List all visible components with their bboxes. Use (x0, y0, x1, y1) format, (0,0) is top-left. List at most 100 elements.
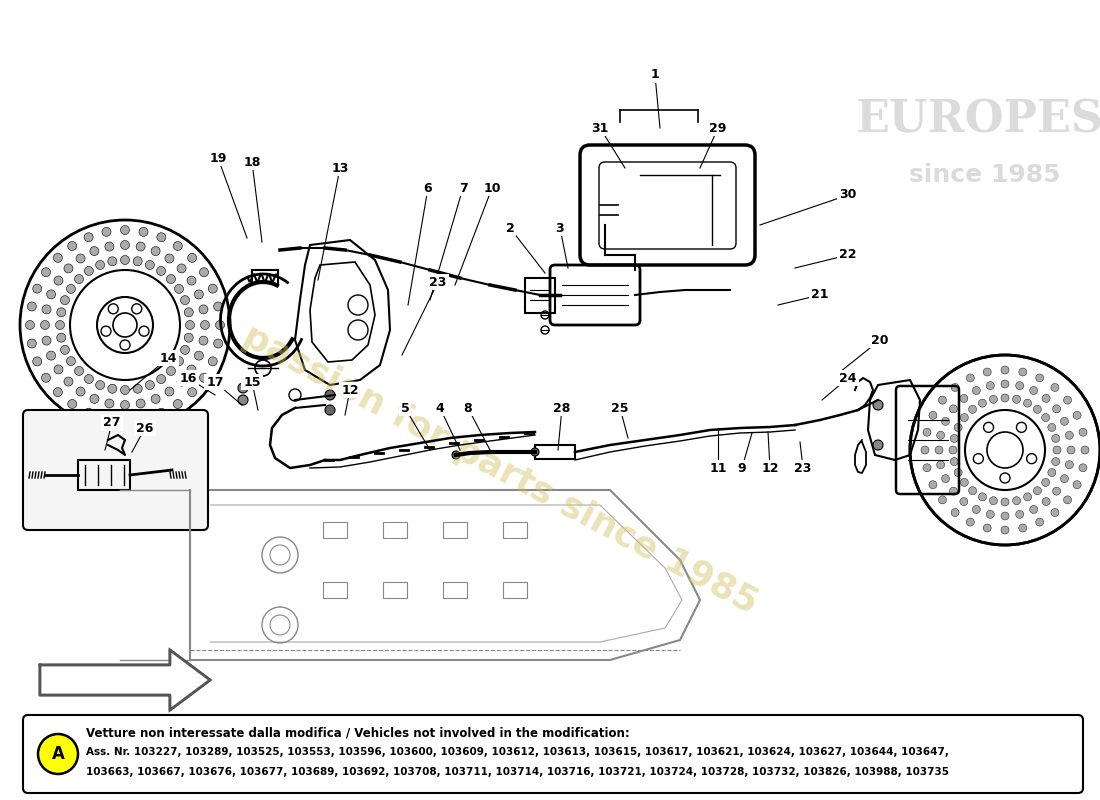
Circle shape (75, 366, 84, 375)
Circle shape (57, 333, 66, 342)
Circle shape (1001, 366, 1009, 374)
Circle shape (923, 428, 931, 436)
Circle shape (1042, 414, 1049, 422)
Circle shape (76, 254, 85, 263)
Circle shape (1064, 396, 1071, 404)
Circle shape (41, 321, 50, 330)
Circle shape (983, 524, 991, 532)
Circle shape (1024, 399, 1032, 407)
Circle shape (238, 395, 248, 405)
Circle shape (66, 357, 76, 366)
Circle shape (989, 395, 998, 403)
Circle shape (1024, 493, 1032, 501)
Bar (525, 278, 556, 313)
Circle shape (1048, 469, 1056, 477)
Circle shape (1042, 394, 1050, 402)
Text: 22: 22 (839, 249, 857, 262)
Text: 3: 3 (556, 222, 564, 234)
Circle shape (954, 423, 962, 431)
Text: 20: 20 (871, 334, 889, 346)
Text: 29: 29 (710, 122, 727, 134)
Circle shape (1036, 518, 1044, 526)
Circle shape (324, 390, 336, 400)
Circle shape (145, 381, 154, 390)
Circle shape (84, 408, 94, 418)
Circle shape (54, 365, 63, 374)
Circle shape (139, 227, 148, 236)
Bar (443, 522, 468, 538)
Circle shape (180, 296, 189, 305)
Circle shape (974, 454, 983, 464)
Circle shape (1052, 458, 1059, 466)
Circle shape (1048, 423, 1056, 431)
Circle shape (136, 242, 145, 251)
Circle shape (101, 326, 111, 336)
Circle shape (1050, 383, 1059, 391)
Circle shape (60, 346, 69, 354)
Circle shape (133, 384, 142, 394)
Circle shape (960, 478, 968, 486)
Circle shape (28, 339, 36, 348)
Circle shape (42, 374, 51, 382)
Circle shape (1060, 418, 1068, 426)
Circle shape (873, 400, 883, 410)
Circle shape (121, 226, 130, 234)
Circle shape (966, 518, 975, 526)
Circle shape (208, 284, 218, 293)
Circle shape (133, 257, 142, 266)
Circle shape (923, 464, 931, 472)
Text: 10: 10 (483, 182, 500, 194)
Circle shape (185, 308, 194, 317)
Circle shape (165, 387, 174, 396)
Circle shape (46, 290, 56, 299)
Text: Vetture non interessate dalla modifica / Vehicles not involved in the modificati: Vetture non interessate dalla modifica /… (86, 726, 629, 739)
Polygon shape (40, 650, 210, 710)
Circle shape (195, 290, 204, 299)
Circle shape (64, 264, 73, 273)
Circle shape (90, 246, 99, 255)
Circle shape (978, 493, 987, 501)
Circle shape (1019, 524, 1026, 532)
Circle shape (987, 510, 994, 518)
Circle shape (950, 458, 958, 466)
Bar (503, 582, 527, 598)
Text: 15: 15 (243, 375, 261, 389)
Text: since 1985: since 1985 (910, 163, 1060, 187)
Circle shape (938, 496, 946, 504)
Circle shape (145, 261, 154, 270)
Circle shape (199, 374, 209, 382)
Circle shape (33, 284, 42, 293)
Circle shape (1033, 406, 1042, 414)
Circle shape (177, 264, 186, 273)
Bar (503, 522, 527, 538)
Circle shape (33, 357, 42, 366)
Text: 28: 28 (553, 402, 571, 414)
Circle shape (66, 284, 76, 294)
Text: 30: 30 (839, 189, 857, 202)
Circle shape (166, 274, 176, 283)
Circle shape (185, 333, 194, 342)
Text: Ass. Nr. 103227, 103289, 103525, 103553, 103596, 103600, 103609, 103612, 103613,: Ass. Nr. 103227, 103289, 103525, 103553,… (86, 747, 949, 757)
Circle shape (921, 446, 929, 454)
Circle shape (175, 357, 184, 366)
Circle shape (1067, 446, 1075, 454)
Circle shape (136, 399, 145, 408)
Circle shape (1053, 487, 1060, 495)
Circle shape (85, 374, 94, 383)
Circle shape (1042, 498, 1050, 506)
Circle shape (96, 261, 104, 270)
Circle shape (1053, 446, 1062, 454)
Text: 17: 17 (207, 375, 223, 389)
Circle shape (208, 357, 218, 366)
Circle shape (1015, 382, 1024, 390)
Text: 25: 25 (612, 402, 629, 414)
Circle shape (1013, 497, 1021, 505)
Circle shape (531, 448, 539, 456)
Circle shape (1064, 496, 1071, 504)
Circle shape (949, 487, 957, 495)
Circle shape (1060, 474, 1068, 482)
Circle shape (156, 374, 166, 383)
Circle shape (102, 227, 111, 236)
Circle shape (68, 399, 77, 409)
Bar (383, 582, 407, 598)
